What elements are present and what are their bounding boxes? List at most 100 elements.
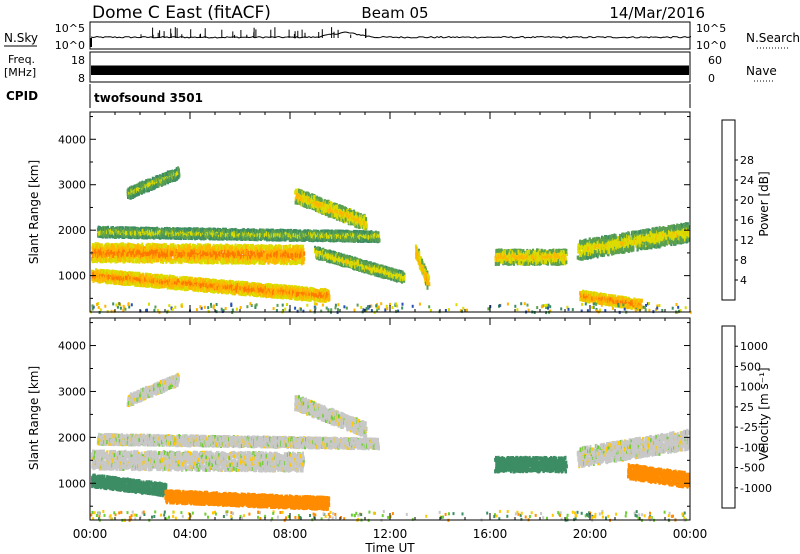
data-cell bbox=[116, 251, 119, 256]
data-cell bbox=[168, 257, 171, 262]
data-cell bbox=[121, 245, 124, 250]
data-cell bbox=[112, 254, 115, 259]
data-cell bbox=[97, 249, 100, 254]
data-cell bbox=[293, 249, 296, 254]
data-cell bbox=[293, 254, 296, 259]
data-cell bbox=[218, 256, 221, 261]
data-cell bbox=[202, 250, 205, 255]
data-cell bbox=[141, 283, 144, 288]
data-cell bbox=[156, 253, 159, 258]
data-cell bbox=[189, 259, 191, 264]
data-cell bbox=[182, 250, 185, 255]
data-cell bbox=[232, 259, 235, 264]
data-cell bbox=[163, 257, 166, 262]
data-cell bbox=[97, 244, 100, 249]
data-cell bbox=[277, 251, 280, 256]
data-cell bbox=[128, 243, 131, 247]
data-cell bbox=[197, 282, 200, 287]
data-cell bbox=[143, 256, 146, 261]
data-cell bbox=[142, 253, 145, 257]
data-cell bbox=[170, 274, 172, 279]
data-cell bbox=[299, 259, 302, 264]
data-cell bbox=[189, 286, 192, 290]
data-cell bbox=[180, 254, 183, 259]
power-data-cells bbox=[90, 166, 692, 315]
data-cell bbox=[165, 257, 168, 262]
data-cell bbox=[267, 250, 269, 255]
data-cell bbox=[102, 246, 105, 251]
data-cell bbox=[296, 253, 299, 258]
data-cell bbox=[116, 280, 119, 285]
nave-tick-top: 60 bbox=[708, 54, 722, 67]
data-cell bbox=[146, 256, 149, 261]
nsky-tick-top-left: 10^5 bbox=[55, 22, 85, 35]
data-cell bbox=[299, 254, 302, 258]
data-cell bbox=[288, 257, 291, 262]
data-cell bbox=[106, 245, 109, 250]
data-cell bbox=[183, 257, 186, 262]
data-cell bbox=[165, 246, 168, 251]
data-cell bbox=[284, 250, 287, 255]
data-cell bbox=[100, 243, 103, 248]
data-cell bbox=[118, 246, 120, 251]
data-cell bbox=[139, 251, 142, 255]
data-cell bbox=[124, 271, 127, 276]
data-cell bbox=[94, 258, 97, 263]
data-cell bbox=[198, 286, 201, 291]
data-cell bbox=[195, 253, 198, 258]
data-cell bbox=[252, 259, 255, 264]
data-cell bbox=[113, 270, 116, 275]
data-cell bbox=[302, 260, 305, 265]
data-cell bbox=[108, 258, 111, 263]
data-cell bbox=[153, 247, 156, 252]
data-cell bbox=[184, 255, 187, 260]
data-cell bbox=[213, 251, 216, 256]
data-cell bbox=[189, 256, 192, 261]
data-cell bbox=[156, 245, 159, 250]
data-cell bbox=[165, 249, 168, 254]
data-cell bbox=[170, 246, 173, 251]
data-cell bbox=[234, 251, 237, 256]
data-cell bbox=[228, 246, 231, 251]
data-cell bbox=[220, 246, 223, 251]
data-cell bbox=[161, 255, 163, 260]
data-cell bbox=[167, 251, 170, 256]
data-cell bbox=[144, 277, 147, 282]
data-cell bbox=[93, 271, 95, 276]
data-cell bbox=[131, 281, 134, 286]
data-cell bbox=[162, 251, 165, 256]
data-cell bbox=[133, 244, 136, 249]
data-cell bbox=[301, 260, 304, 265]
data-cell bbox=[159, 259, 162, 264]
data-cell bbox=[216, 257, 219, 262]
data-cell bbox=[150, 249, 153, 253]
data-cell bbox=[100, 251, 103, 256]
data-cell bbox=[94, 242, 97, 247]
data-cell bbox=[255, 247, 258, 251]
data-cell bbox=[183, 283, 186, 288]
data-cell bbox=[138, 259, 141, 264]
data-cell bbox=[235, 260, 238, 265]
data-cell bbox=[186, 257, 189, 262]
data-cell bbox=[133, 271, 136, 276]
data-cell bbox=[194, 286, 197, 291]
data-cell bbox=[287, 254, 290, 258]
data-cell bbox=[116, 257, 119, 262]
data-cell bbox=[115, 259, 118, 264]
data-cell bbox=[130, 243, 133, 248]
data-cell bbox=[115, 256, 118, 261]
data-cell bbox=[107, 258, 110, 263]
data-cell bbox=[201, 247, 204, 252]
data-cell bbox=[277, 244, 280, 249]
data-cell bbox=[185, 259, 188, 263]
data-cell bbox=[149, 283, 152, 288]
nsky-tick-bottom-right: 10^0 bbox=[696, 39, 726, 52]
data-cell bbox=[146, 259, 149, 264]
data-cell bbox=[214, 248, 217, 253]
data-cell bbox=[152, 284, 155, 289]
data-cell bbox=[294, 253, 297, 258]
data-cell bbox=[139, 255, 142, 260]
data-cell bbox=[115, 245, 117, 250]
freq-label: Freq. bbox=[8, 53, 35, 66]
freq-nave-band bbox=[91, 66, 689, 75]
